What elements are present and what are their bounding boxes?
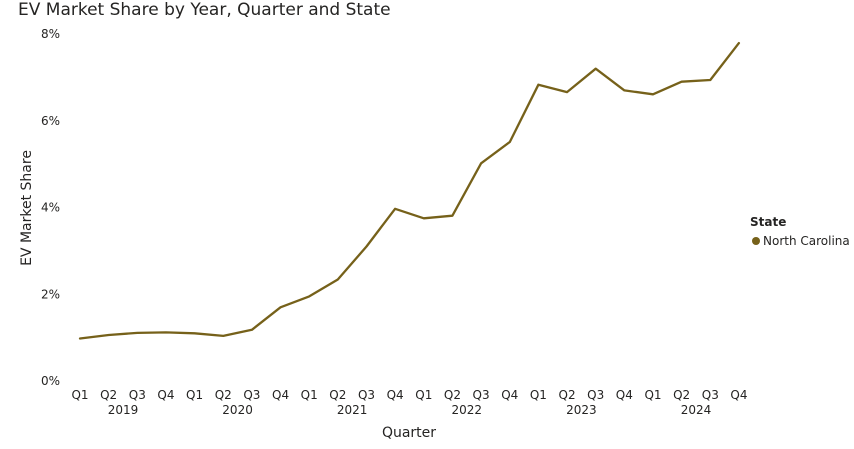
x-tick-label: Q4: [730, 388, 747, 402]
y-tick-label: 4%: [41, 201, 60, 215]
y-tick-label: 0%: [41, 374, 60, 388]
x-tick-label: Q3: [358, 388, 375, 402]
y-axis-label: EV Market Share: [19, 150, 35, 266]
x-year-label: 2022: [452, 403, 483, 417]
legend: State North Carolina: [750, 215, 850, 248]
y-tick-label: 2%: [41, 287, 60, 301]
x-tick-label: Q1: [71, 388, 88, 402]
series-layer: [78, 41, 741, 340]
x-axis: Q1 Q2 Q3 Q4 Q1 Q2 Q3 Q4 Q1 Q2 Q3 Q4 Q1 Q2 Q3 Q4 Q1 Q2 Q3 Q4…: [71, 388, 747, 417]
x-tick-label: Q2: [444, 388, 461, 402]
x-tick-label: Q3: [243, 388, 260, 402]
chart-title: EV Market Share by Year, Quarter and Sta…: [18, 0, 391, 20]
x-tick-label: Q2: [100, 388, 117, 402]
x-axis-label: Quarter: [382, 425, 436, 441]
x-tick-label: Q3: [473, 388, 490, 402]
x-tick-label: Q1: [530, 388, 547, 402]
legend-title: State: [750, 215, 786, 229]
x-tick-label: Q2: [215, 388, 232, 402]
y-tick-label: 8%: [41, 27, 60, 41]
x-tick-label: Q1: [301, 388, 318, 402]
x-tick-label: Q1: [186, 388, 203, 402]
x-tick-label: Q4: [616, 388, 633, 402]
x-tick-label: Q4: [501, 388, 518, 402]
x-tick-label: Q2: [559, 388, 576, 402]
x-tick-label: Q3: [702, 388, 719, 402]
x-year-label: 2021: [337, 403, 368, 417]
x-tick-label: Q1: [415, 388, 432, 402]
x-tick-label: Q4: [272, 388, 289, 402]
x-tick-label: Q2: [329, 388, 346, 402]
legend-item: North Carolina: [763, 234, 850, 248]
y-axis: 0% 2% 4% 6% 8%: [41, 27, 60, 388]
x-tick-label: Q3: [129, 388, 146, 402]
x-tick-label: Q1: [644, 388, 661, 402]
x-tick-label: Q2: [673, 388, 690, 402]
x-year-label: 2019: [108, 403, 139, 417]
series-line: [78, 41, 741, 340]
y-tick-label: 6%: [41, 114, 60, 128]
legend-marker: [752, 237, 760, 245]
x-year-label: 2023: [566, 403, 597, 417]
x-tick-label: Q4: [157, 388, 174, 402]
x-year-label: 2020: [222, 403, 253, 417]
x-year-label: 2024: [681, 403, 712, 417]
x-tick-label: Q4: [387, 388, 404, 402]
x-tick-label: Q3: [587, 388, 604, 402]
